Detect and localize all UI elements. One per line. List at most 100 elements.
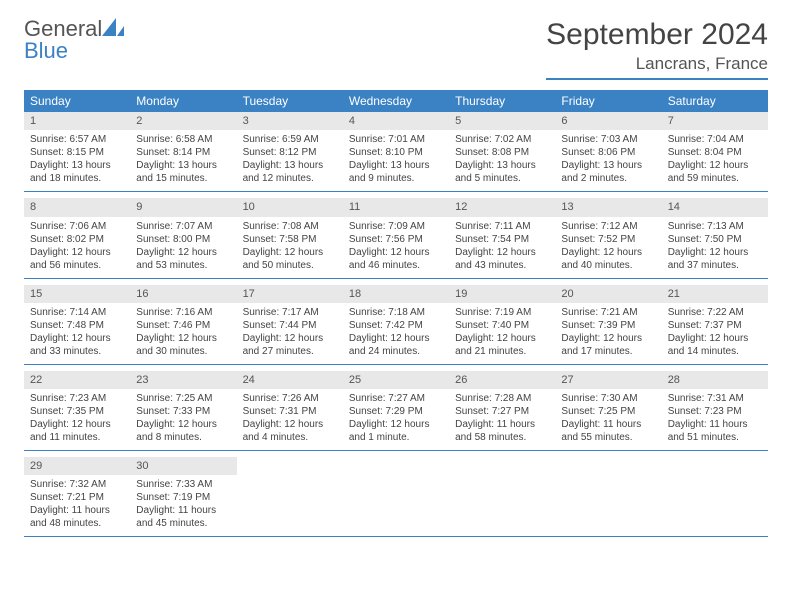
day-body: Sunrise: 7:09 AMSunset: 7:56 PMDaylight:… (343, 217, 449, 278)
day-number: 11 (343, 198, 449, 216)
day-body: Sunrise: 7:32 AMSunset: 7:21 PMDaylight:… (24, 475, 130, 536)
day-line-sunset: Sunset: 7:56 PM (349, 233, 443, 246)
day-line-sunrise: Sunrise: 7:09 AM (349, 220, 443, 233)
day-body: Sunrise: 7:27 AMSunset: 7:29 PMDaylight:… (343, 389, 449, 450)
day-number: 4 (343, 112, 449, 130)
day-line-sunset: Sunset: 7:58 PM (243, 233, 337, 246)
day-cell: 24Sunrise: 7:26 AMSunset: 7:31 PMDayligh… (237, 371, 343, 450)
day-line-sunrise: Sunrise: 7:30 AM (561, 392, 655, 405)
day-line-sunset: Sunset: 7:44 PM (243, 319, 337, 332)
day-cell: 14Sunrise: 7:13 AMSunset: 7:50 PMDayligh… (662, 198, 768, 277)
day-number: 27 (555, 371, 661, 389)
day-line-sunrise: Sunrise: 7:33 AM (136, 478, 230, 491)
day-number: 8 (24, 198, 130, 216)
day-line-sunrise: Sunrise: 7:16 AM (136, 306, 230, 319)
day-line-d2: and 59 minutes. (668, 172, 762, 185)
weekday-cell: Thursday (449, 90, 555, 112)
day-body: Sunrise: 7:28 AMSunset: 7:27 PMDaylight:… (449, 389, 555, 450)
day-body: Sunrise: 7:02 AMSunset: 8:08 PMDaylight:… (449, 130, 555, 191)
day-line-sunrise: Sunrise: 6:58 AM (136, 133, 230, 146)
day-cell: 30Sunrise: 7:33 AMSunset: 7:19 PMDayligh… (130, 457, 236, 536)
day-line-d1: Daylight: 12 hours (243, 418, 337, 431)
day-body: Sunrise: 6:59 AMSunset: 8:12 PMDaylight:… (237, 130, 343, 191)
day-cell: 20Sunrise: 7:21 AMSunset: 7:39 PMDayligh… (555, 285, 661, 364)
day-cell: 6Sunrise: 7:03 AMSunset: 8:06 PMDaylight… (555, 112, 661, 191)
day-cell: 28Sunrise: 7:31 AMSunset: 7:23 PMDayligh… (662, 371, 768, 450)
day-body: Sunrise: 7:12 AMSunset: 7:52 PMDaylight:… (555, 217, 661, 278)
day-body: Sunrise: 7:31 AMSunset: 7:23 PMDaylight:… (662, 389, 768, 450)
day-cell: 18Sunrise: 7:18 AMSunset: 7:42 PMDayligh… (343, 285, 449, 364)
day-line-sunset: Sunset: 7:23 PM (668, 405, 762, 418)
day-cell: 22Sunrise: 7:23 AMSunset: 7:35 PMDayligh… (24, 371, 130, 450)
day-line-sunrise: Sunrise: 6:59 AM (243, 133, 337, 146)
day-cell: 19Sunrise: 7:19 AMSunset: 7:40 PMDayligh… (449, 285, 555, 364)
day-line-d2: and 9 minutes. (349, 172, 443, 185)
day-line-sunrise: Sunrise: 7:12 AM (561, 220, 655, 233)
day-line-d2: and 45 minutes. (136, 517, 230, 530)
day-line-sunrise: Sunrise: 7:25 AM (136, 392, 230, 405)
day-number: 30 (130, 457, 236, 475)
day-body: Sunrise: 6:57 AMSunset: 8:15 PMDaylight:… (24, 130, 130, 191)
day-line-d1: Daylight: 13 hours (349, 159, 443, 172)
logo-text-2: Blue (24, 38, 68, 63)
day-line-sunrise: Sunrise: 7:11 AM (455, 220, 549, 233)
day-line-d2: and 4 minutes. (243, 431, 337, 444)
day-line-sunset: Sunset: 8:14 PM (136, 146, 230, 159)
day-line-sunset: Sunset: 8:15 PM (30, 146, 124, 159)
weeks-container: 1Sunrise: 6:57 AMSunset: 8:15 PMDaylight… (24, 112, 768, 537)
week-row: 22Sunrise: 7:23 AMSunset: 7:35 PMDayligh… (24, 371, 768, 451)
day-body: Sunrise: 7:18 AMSunset: 7:42 PMDaylight:… (343, 303, 449, 364)
day-line-d1: Daylight: 12 hours (349, 418, 443, 431)
day-number: 5 (449, 112, 555, 130)
weekday-cell: Wednesday (343, 90, 449, 112)
day-number: 28 (662, 371, 768, 389)
day-line-d1: Daylight: 12 hours (136, 418, 230, 431)
day-line-d2: and 33 minutes. (30, 345, 124, 358)
day-line-d2: and 14 minutes. (668, 345, 762, 358)
day-number: 29 (24, 457, 130, 475)
day-cell: 15Sunrise: 7:14 AMSunset: 7:48 PMDayligh… (24, 285, 130, 364)
day-number: 6 (555, 112, 661, 130)
day-cell: 9Sunrise: 7:07 AMSunset: 8:00 PMDaylight… (130, 198, 236, 277)
day-line-d1: Daylight: 11 hours (136, 504, 230, 517)
day-number: 17 (237, 285, 343, 303)
day-line-d2: and 27 minutes. (243, 345, 337, 358)
logo-text: General Blue (24, 18, 124, 62)
day-number: 3 (237, 112, 343, 130)
day-line-d1: Daylight: 12 hours (30, 418, 124, 431)
day-line-sunset: Sunset: 7:27 PM (455, 405, 549, 418)
day-line-d1: Daylight: 12 hours (349, 332, 443, 345)
logo: General Blue (24, 18, 124, 62)
day-body: Sunrise: 7:26 AMSunset: 7:31 PMDaylight:… (237, 389, 343, 450)
day-line-sunrise: Sunrise: 7:23 AM (30, 392, 124, 405)
day-line-d1: Daylight: 12 hours (243, 246, 337, 259)
day-line-sunset: Sunset: 7:48 PM (30, 319, 124, 332)
day-cell: 4Sunrise: 7:01 AMSunset: 8:10 PMDaylight… (343, 112, 449, 191)
day-body: Sunrise: 7:30 AMSunset: 7:25 PMDaylight:… (555, 389, 661, 450)
day-number: 25 (343, 371, 449, 389)
day-line-d1: Daylight: 11 hours (30, 504, 124, 517)
day-line-sunrise: Sunrise: 7:26 AM (243, 392, 337, 405)
day-number: 15 (24, 285, 130, 303)
day-cell: 29Sunrise: 7:32 AMSunset: 7:21 PMDayligh… (24, 457, 130, 536)
day-body: Sunrise: 7:17 AMSunset: 7:44 PMDaylight:… (237, 303, 343, 364)
week-row: 29Sunrise: 7:32 AMSunset: 7:21 PMDayligh… (24, 457, 768, 537)
day-line-d1: Daylight: 13 hours (243, 159, 337, 172)
day-line-sunset: Sunset: 7:46 PM (136, 319, 230, 332)
day-cell: 23Sunrise: 7:25 AMSunset: 7:33 PMDayligh… (130, 371, 236, 450)
title-block: September 2024 Lancrans, France (546, 18, 768, 80)
day-body: Sunrise: 7:11 AMSunset: 7:54 PMDaylight:… (449, 217, 555, 278)
day-line-sunrise: Sunrise: 7:19 AM (455, 306, 549, 319)
day-line-sunrise: Sunrise: 7:14 AM (30, 306, 124, 319)
day-body: Sunrise: 7:21 AMSunset: 7:39 PMDaylight:… (555, 303, 661, 364)
day-line-sunset: Sunset: 7:50 PM (668, 233, 762, 246)
day-line-sunset: Sunset: 7:39 PM (561, 319, 655, 332)
day-cell: 1Sunrise: 6:57 AMSunset: 8:15 PMDaylight… (24, 112, 130, 191)
calendar: SundayMondayTuesdayWednesdayThursdayFrid… (24, 90, 768, 537)
day-number: 20 (555, 285, 661, 303)
weekday-header-row: SundayMondayTuesdayWednesdayThursdayFrid… (24, 90, 768, 112)
day-line-d1: Daylight: 11 hours (668, 418, 762, 431)
day-body: Sunrise: 7:04 AMSunset: 8:04 PMDaylight:… (662, 130, 768, 191)
weekday-cell: Tuesday (237, 90, 343, 112)
weekday-cell: Sunday (24, 90, 130, 112)
